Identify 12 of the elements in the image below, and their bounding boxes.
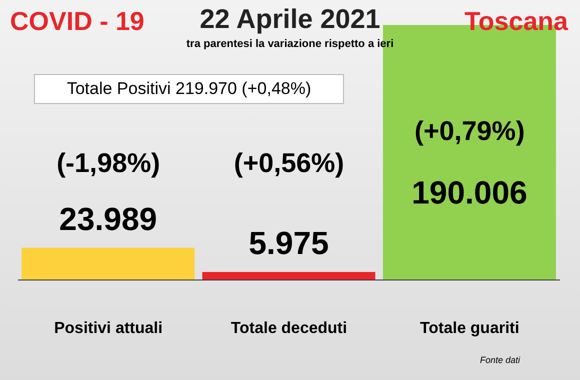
x-tick-label: Positivi attuali [54, 320, 163, 337]
data-label: 190.006 [412, 174, 528, 210]
data-label: 5.975 [248, 224, 329, 261]
x-tick-label: Totale deceduti [230, 320, 348, 337]
annotation: (+0,56%) [232, 148, 346, 179]
chart-title: 22 Aprile 2021 [200, 4, 380, 34]
source-note: Fonte dati [480, 355, 520, 365]
data-label: 23.989 [59, 200, 158, 237]
annotation: (-1,98%) [56, 148, 162, 179]
annotation: COVID - 19 [10, 6, 144, 37]
annotation: (+0,79%) [414, 116, 526, 147]
x-tick-label: Totale guariti [420, 320, 520, 337]
